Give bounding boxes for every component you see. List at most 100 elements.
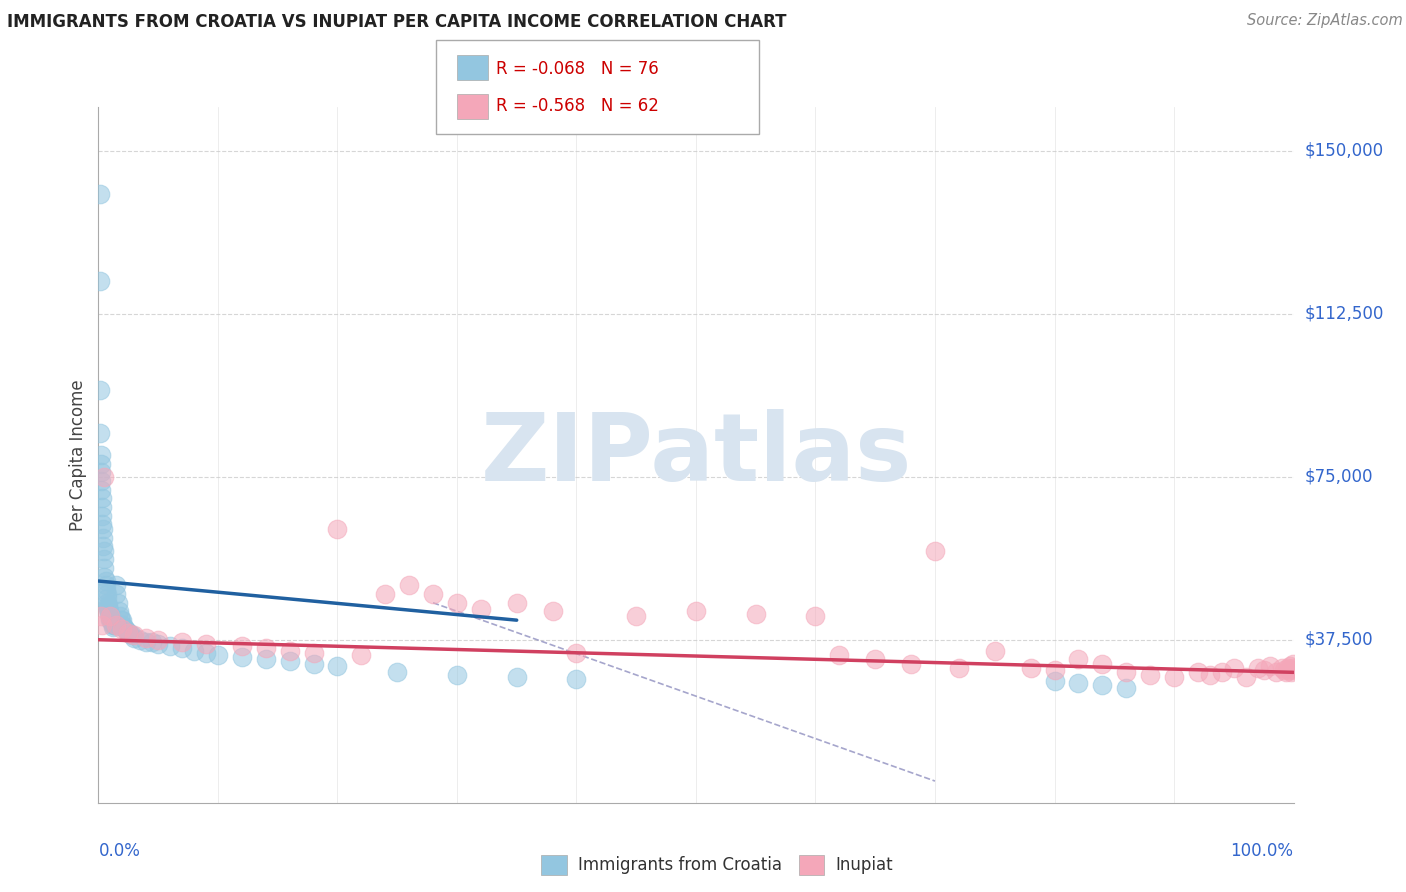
Point bbox=[112, 620, 135, 634]
Point bbox=[1282, 657, 1305, 671]
Point bbox=[624, 608, 647, 623]
Point bbox=[93, 552, 115, 566]
Point bbox=[141, 635, 163, 649]
Point bbox=[231, 650, 253, 665]
Point bbox=[183, 643, 205, 657]
Text: $75,000: $75,000 bbox=[1305, 467, 1374, 485]
Point bbox=[446, 596, 468, 610]
Point bbox=[97, 598, 120, 612]
Point bbox=[1067, 652, 1090, 666]
Point bbox=[446, 667, 468, 681]
Point bbox=[98, 608, 122, 623]
Point bbox=[89, 274, 111, 288]
Point bbox=[97, 602, 120, 616]
Point bbox=[91, 508, 114, 523]
Point bbox=[385, 665, 409, 680]
Point bbox=[159, 639, 181, 653]
Point bbox=[207, 648, 229, 662]
Point bbox=[90, 608, 112, 623]
Point bbox=[124, 628, 146, 642]
Point bbox=[103, 617, 125, 632]
Point bbox=[863, 652, 886, 666]
Point bbox=[983, 643, 1005, 657]
Point bbox=[1258, 658, 1281, 673]
Text: Source: ZipAtlas.com: Source: ZipAtlas.com bbox=[1247, 13, 1403, 29]
Point bbox=[117, 626, 139, 640]
Point bbox=[90, 474, 112, 488]
Point bbox=[96, 587, 118, 601]
Point bbox=[1264, 665, 1286, 680]
Point bbox=[89, 426, 111, 441]
Text: 100.0%: 100.0% bbox=[1230, 842, 1294, 860]
Point bbox=[194, 646, 217, 660]
Point bbox=[108, 608, 131, 623]
Point bbox=[111, 617, 134, 632]
Point bbox=[101, 617, 124, 632]
Point bbox=[97, 600, 120, 615]
Point bbox=[1281, 661, 1303, 675]
Point bbox=[129, 632, 152, 647]
Point bbox=[470, 602, 492, 616]
Point bbox=[745, 607, 768, 621]
Point bbox=[90, 457, 112, 471]
Point bbox=[1222, 661, 1246, 675]
Text: $112,500: $112,500 bbox=[1305, 304, 1384, 323]
Point bbox=[828, 648, 851, 662]
Point bbox=[135, 631, 157, 645]
Point bbox=[93, 570, 115, 584]
Point bbox=[900, 657, 922, 671]
Point bbox=[172, 641, 194, 656]
Point bbox=[98, 607, 121, 621]
Point bbox=[105, 587, 128, 601]
Point bbox=[101, 620, 124, 634]
Point bbox=[565, 672, 588, 686]
Point bbox=[121, 628, 143, 642]
Point bbox=[1277, 661, 1299, 675]
Point bbox=[1115, 681, 1137, 695]
Point bbox=[94, 582, 117, 597]
Point bbox=[124, 631, 146, 645]
Point bbox=[1198, 667, 1220, 681]
Point bbox=[1234, 670, 1257, 684]
Point bbox=[98, 605, 121, 619]
Point bbox=[1278, 663, 1301, 677]
Text: $150,000: $150,000 bbox=[1305, 142, 1384, 160]
Point bbox=[91, 517, 114, 532]
Point bbox=[1067, 676, 1090, 690]
Point bbox=[1115, 665, 1137, 680]
Point bbox=[111, 622, 134, 636]
Point bbox=[96, 596, 118, 610]
Point bbox=[100, 613, 122, 627]
Point bbox=[104, 617, 127, 632]
Point bbox=[1187, 665, 1209, 680]
Point bbox=[98, 613, 122, 627]
Text: IMMIGRANTS FROM CROATIA VS INUPIAT PER CAPITA INCOME CORRELATION CHART: IMMIGRANTS FROM CROATIA VS INUPIAT PER C… bbox=[7, 13, 786, 31]
Point bbox=[326, 522, 349, 536]
Point bbox=[565, 646, 588, 660]
Point bbox=[91, 500, 114, 514]
Point bbox=[1278, 658, 1301, 673]
Point bbox=[115, 624, 138, 638]
Point bbox=[94, 578, 117, 592]
Point bbox=[90, 483, 112, 497]
Point bbox=[94, 574, 117, 588]
Point bbox=[89, 383, 111, 397]
Point bbox=[93, 469, 115, 483]
Point bbox=[148, 632, 170, 647]
Point bbox=[1091, 657, 1114, 671]
Point bbox=[685, 605, 707, 619]
Point bbox=[1272, 663, 1295, 677]
Point bbox=[148, 637, 170, 651]
Point bbox=[374, 587, 396, 601]
Y-axis label: Per Capita Income: Per Capita Income bbox=[69, 379, 87, 531]
Point bbox=[100, 615, 122, 630]
Point bbox=[107, 596, 129, 610]
Point bbox=[1282, 663, 1305, 677]
Point bbox=[114, 622, 136, 636]
Point bbox=[105, 578, 128, 592]
Point bbox=[91, 522, 114, 536]
Text: ZIPatlas: ZIPatlas bbox=[481, 409, 911, 501]
Point bbox=[1271, 661, 1294, 675]
Point bbox=[91, 617, 114, 632]
Point bbox=[194, 637, 217, 651]
